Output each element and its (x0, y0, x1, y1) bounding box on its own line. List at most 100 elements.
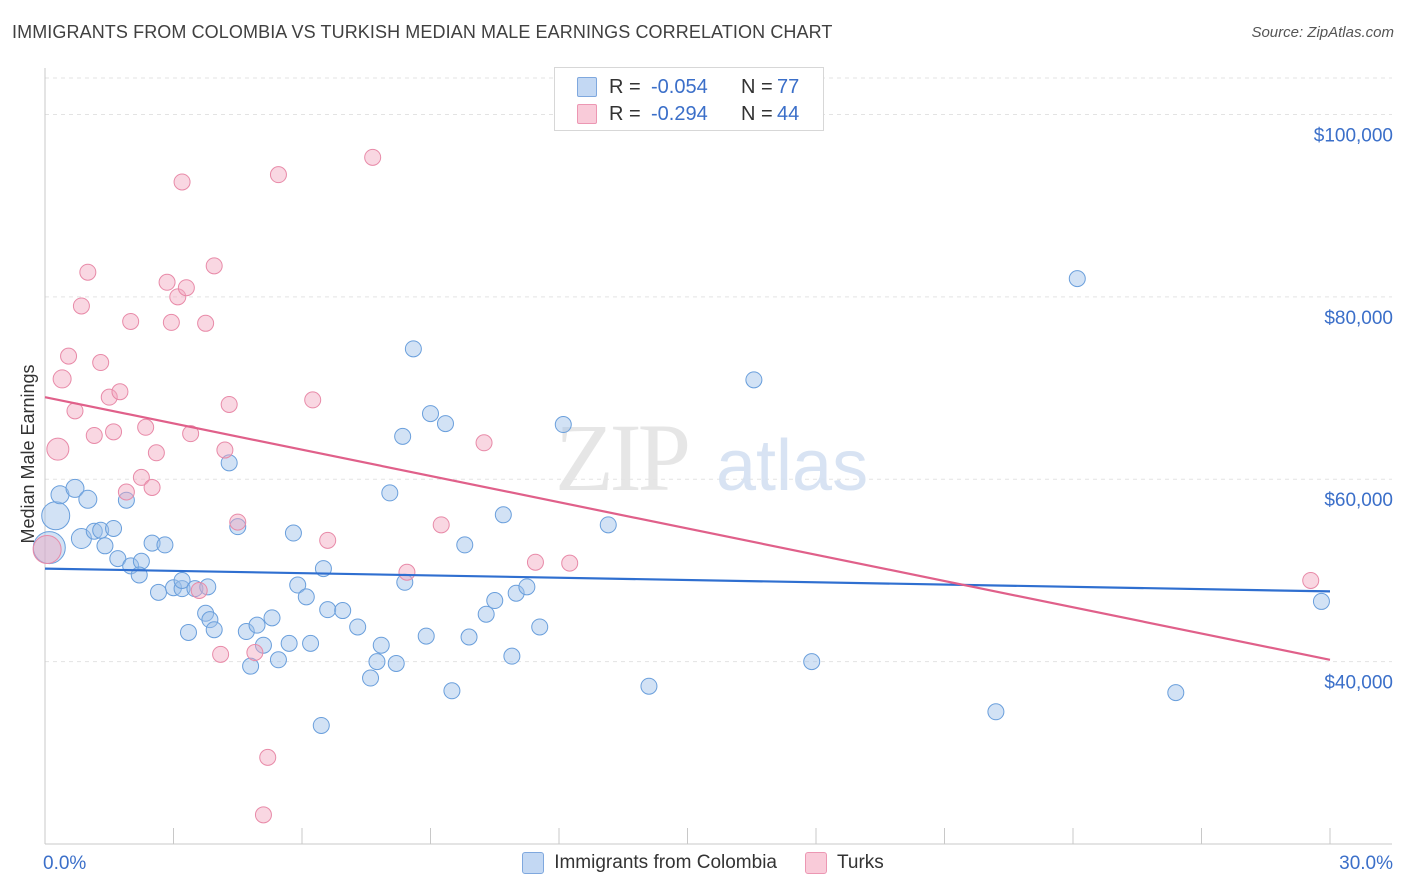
data-point (302, 634, 320, 652)
data-point (169, 288, 187, 306)
data-point (229, 518, 247, 536)
data-point (205, 621, 223, 639)
data-point (526, 553, 544, 571)
data-point (92, 521, 110, 539)
legend-n-label: N = (741, 102, 773, 125)
data-point (182, 425, 200, 443)
y-tick-label: $100,000 (1314, 125, 1393, 146)
y-tick-labels: $40,000 $60,000 $80,000 $100,000 (1314, 125, 1393, 693)
series-legend-colombia[interactable]: Immigrants from Colombia (522, 852, 777, 874)
data-point (248, 616, 266, 634)
data-point (443, 682, 461, 700)
legend-swatch-colombia (577, 77, 597, 97)
legend-r-label: R = (609, 102, 641, 125)
data-point (289, 576, 307, 594)
watermark-zip: ZIP (555, 404, 688, 511)
data-point (432, 516, 450, 534)
data-point (96, 537, 114, 555)
data-point (304, 391, 322, 409)
data-point (364, 148, 382, 166)
data-point (280, 634, 298, 652)
data-point (319, 601, 337, 619)
data-point (220, 395, 238, 413)
data-point (177, 279, 195, 297)
data-point (1167, 684, 1185, 702)
data-point (179, 623, 197, 641)
correlation-legend: R = -0.054 N = 77 R = -0.294 N = 44 (554, 67, 824, 131)
trend-lines (44, 396, 1331, 661)
data-point (60, 347, 78, 365)
series-swatch-turks (804, 852, 827, 874)
y-tick-label: $40,000 (1324, 673, 1393, 694)
trend-line-turks (44, 396, 1331, 661)
data-points (32, 148, 1330, 824)
data-point (197, 314, 215, 332)
data-point (803, 653, 821, 671)
data-point (246, 644, 264, 661)
data-point (531, 618, 549, 636)
data-point (456, 536, 474, 554)
data-point (381, 484, 399, 502)
data-point (122, 312, 140, 330)
trend-line-colombia (44, 567, 1331, 593)
data-point (242, 657, 260, 675)
data-point (65, 478, 85, 498)
axes (44, 68, 1392, 845)
legend-n-value: 77 (777, 75, 800, 98)
legend-n-value: 44 (777, 102, 800, 125)
data-point (72, 297, 90, 315)
data-point (229, 513, 247, 531)
data-point (398, 563, 416, 581)
data-point (394, 427, 412, 445)
data-point (162, 313, 180, 331)
data-point (109, 550, 127, 568)
watermark-atlas: atlas (716, 426, 868, 506)
data-point (41, 501, 71, 531)
series-label-colombia: Immigrants from Colombia (554, 852, 777, 873)
data-point (417, 627, 435, 645)
data-point (368, 653, 386, 671)
series-legend-turks[interactable]: Turks (804, 852, 884, 874)
grid-lines (45, 77, 1392, 663)
x-tick-label: 30.0% (1339, 853, 1393, 874)
data-point (156, 536, 174, 554)
data-point (254, 806, 272, 824)
data-point (477, 605, 495, 623)
data-point (1302, 571, 1320, 589)
data-point (518, 578, 536, 596)
x-tick-label: 0.0% (43, 853, 86, 874)
data-point (259, 748, 277, 766)
x-tick-labels: 0.0% 30.0% (43, 853, 1393, 874)
data-point (387, 654, 405, 672)
data-point (1068, 270, 1086, 288)
data-point (79, 263, 97, 281)
y-axis-label: Median Male Earnings (18, 364, 38, 543)
y-tick-label: $60,000 (1324, 490, 1393, 511)
data-point (205, 257, 223, 275)
data-point (263, 609, 281, 627)
data-point (312, 716, 330, 734)
data-point (137, 418, 155, 436)
data-point (132, 468, 150, 486)
series-turks (32, 148, 1320, 824)
data-point (269, 166, 287, 184)
data-point (404, 340, 422, 358)
data-point (349, 618, 367, 636)
series-colombia (32, 270, 1330, 734)
data-point (143, 534, 161, 552)
data-point (212, 645, 230, 663)
data-point (105, 423, 123, 441)
legend-r-label: R = (609, 75, 641, 98)
data-point (269, 651, 287, 669)
legend-row-turks: R = -0.294 N = 44 (577, 103, 799, 125)
data-point (190, 581, 208, 599)
data-point (173, 571, 191, 589)
data-point (554, 416, 572, 434)
data-point (100, 388, 118, 406)
legend-n-label: N = (741, 75, 773, 98)
data-point (284, 524, 302, 542)
data-point (46, 437, 70, 461)
chart-title: IMMIGRANTS FROM COLOMBIA VS TURKISH MEDI… (12, 22, 833, 42)
data-point (105, 519, 123, 537)
